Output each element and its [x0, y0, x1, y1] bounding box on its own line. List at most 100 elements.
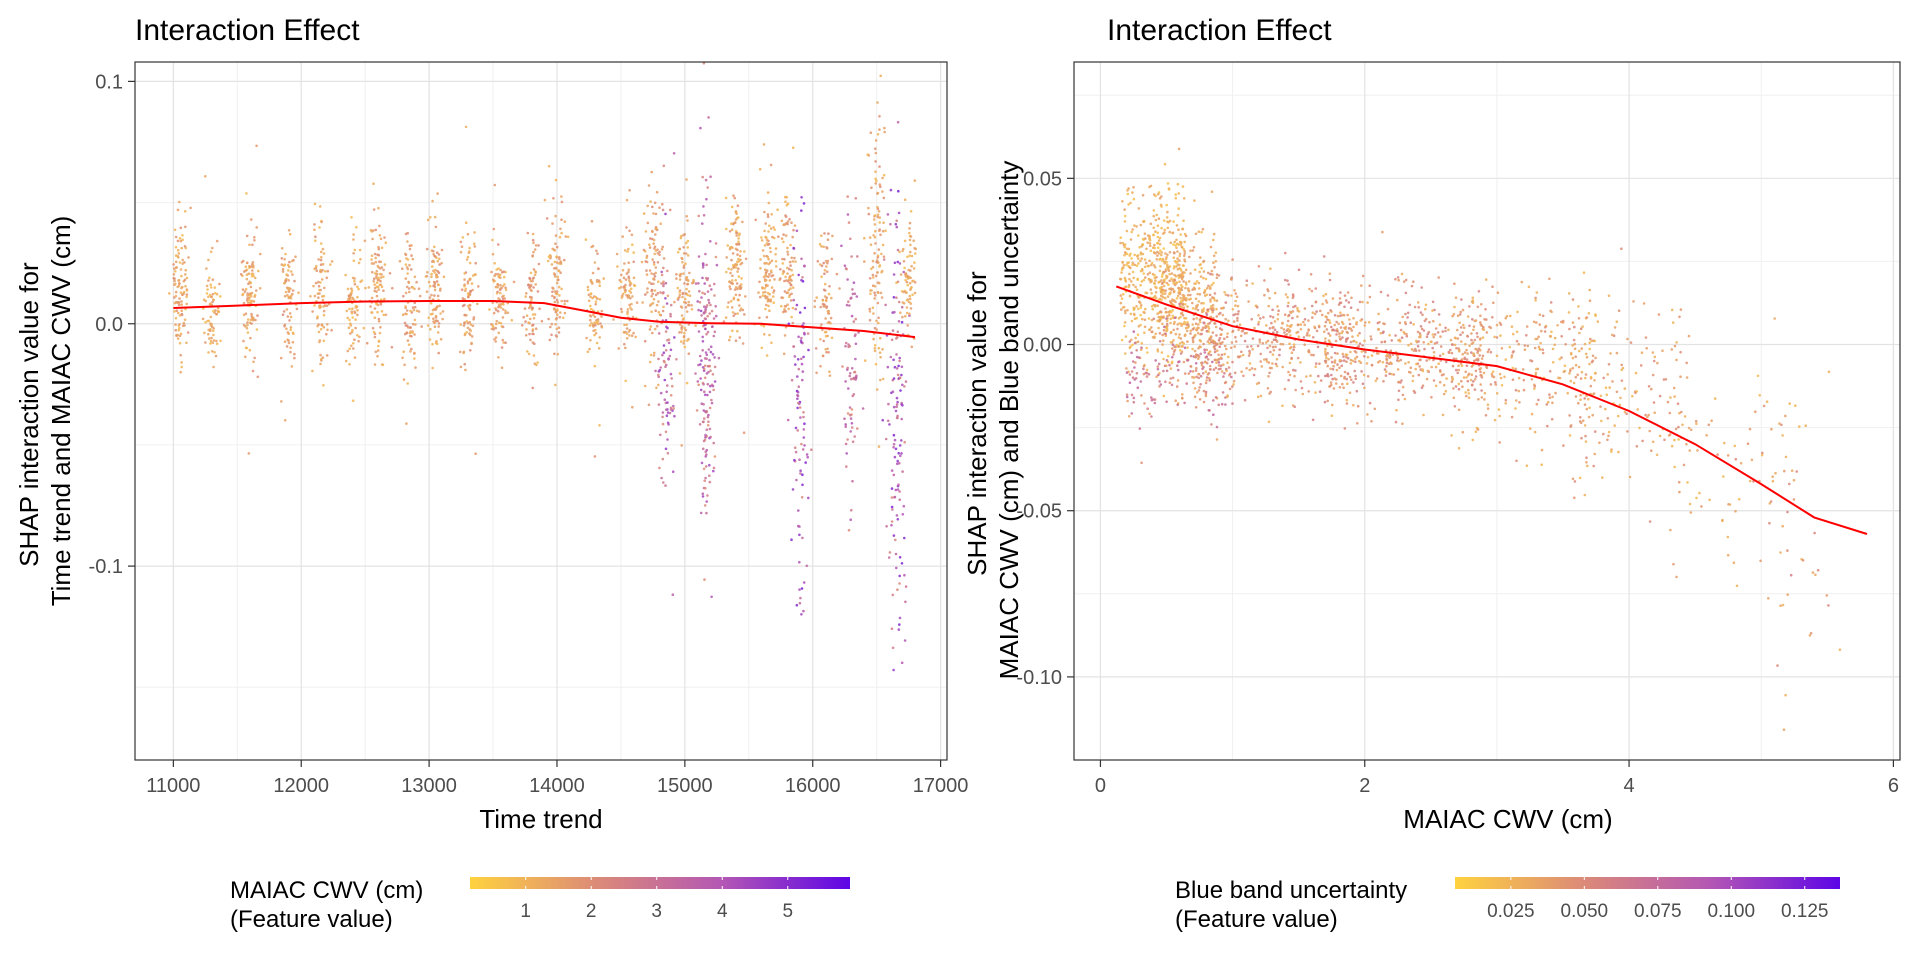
- scatter-point: [1230, 347, 1233, 350]
- scatter-point: [1215, 260, 1218, 263]
- scatter-point: [470, 330, 473, 333]
- scatter-point: [705, 333, 708, 336]
- scatter-point: [414, 276, 417, 279]
- scatter-point: [705, 179, 708, 182]
- scatter-point: [1160, 279, 1163, 282]
- scatter-point: [1169, 251, 1172, 254]
- scatter-point: [1152, 273, 1155, 276]
- scatter-point: [612, 318, 615, 321]
- scatter-point: [297, 291, 300, 294]
- scatter-point: [1186, 346, 1189, 349]
- scatter-point: [556, 299, 559, 302]
- scatter-point: [1154, 398, 1157, 401]
- scatter-point: [763, 230, 766, 233]
- scatter-point: [731, 279, 734, 282]
- scatter-point: [321, 324, 324, 327]
- scatter-point: [891, 339, 894, 342]
- scatter-point: [1345, 378, 1348, 381]
- scatter-point: [1588, 407, 1591, 410]
- scatter-point: [1458, 388, 1461, 391]
- scatter-point: [492, 253, 495, 256]
- scatter-point: [331, 260, 334, 263]
- scatter-point: [1336, 352, 1339, 355]
- scatter-point: [1131, 412, 1134, 415]
- scatter-point: [1447, 329, 1450, 332]
- scatter-point: [775, 260, 778, 263]
- scatter-point: [531, 307, 534, 310]
- scatter-point: [911, 255, 914, 258]
- scatter-point: [207, 329, 210, 332]
- scatter-point: [882, 221, 885, 224]
- scatter-point: [662, 411, 665, 414]
- scatter-point: [1183, 197, 1186, 200]
- scatter-point: [1231, 385, 1234, 388]
- scatter-point: [1491, 285, 1494, 288]
- scatter-point: [597, 268, 600, 271]
- scatter-point: [1537, 399, 1540, 402]
- scatter-point: [1214, 322, 1217, 325]
- scatter-point: [1262, 316, 1265, 319]
- scatter-point: [532, 324, 535, 327]
- scatter-point: [292, 333, 295, 336]
- scatter-point: [405, 277, 408, 280]
- scatter-point: [1382, 332, 1385, 335]
- scatter-point: [1216, 315, 1219, 318]
- scatter-point: [413, 333, 416, 336]
- scatter-point: [1386, 362, 1389, 365]
- scatter-point: [661, 248, 664, 251]
- scatter-point: [892, 647, 895, 650]
- scatter-point: [203, 332, 206, 335]
- scatter-point: [710, 399, 713, 402]
- scatter-point: [1205, 393, 1208, 396]
- scatter-point: [1233, 345, 1236, 348]
- scatter-point: [1550, 301, 1553, 304]
- scatter-point: [705, 512, 708, 515]
- scatter-point: [882, 230, 885, 233]
- scatter-point: [1169, 242, 1172, 245]
- scatter-point: [1227, 319, 1230, 322]
- scatter-point: [322, 356, 325, 359]
- scatter-point: [1197, 309, 1200, 312]
- scatter-point: [1395, 421, 1398, 424]
- scatter-point: [1267, 375, 1270, 378]
- scatter-point: [787, 202, 790, 205]
- scatter-point: [849, 430, 852, 433]
- scatter-point: [1181, 393, 1184, 396]
- scatter-point: [1146, 375, 1149, 378]
- scatter-point: [688, 352, 691, 355]
- scatter-point: [701, 277, 704, 280]
- scatter-point: [823, 232, 826, 235]
- scatter-point: [1250, 345, 1253, 348]
- scatter-point: [1280, 327, 1283, 330]
- scatter-point: [1149, 242, 1152, 245]
- scatter-point: [179, 371, 182, 374]
- scatter-point: [1166, 266, 1169, 269]
- scatter-point: [1147, 234, 1150, 237]
- scatter-point: [184, 285, 187, 288]
- scatter-point: [245, 288, 248, 291]
- scatter-point: [1120, 294, 1123, 297]
- scatter-point: [913, 267, 916, 270]
- scatter-point: [878, 228, 881, 231]
- scatter-point: [435, 226, 438, 229]
- scatter-point: [1138, 300, 1141, 303]
- scatter-point: [659, 222, 662, 225]
- scatter-point: [623, 277, 626, 280]
- scatter-point: [901, 562, 904, 565]
- scatter-point: [189, 207, 192, 210]
- scatter-point: [1160, 254, 1163, 257]
- scatter-point: [680, 237, 683, 240]
- scatter-point: [652, 212, 655, 215]
- scatter-point: [631, 243, 634, 246]
- scatter-point: [661, 354, 664, 357]
- scatter-point: [1212, 261, 1215, 264]
- scatter-point: [1263, 294, 1266, 297]
- scatter-point: [1472, 299, 1475, 302]
- scatter-point: [1589, 299, 1592, 302]
- scatter-point: [707, 420, 710, 423]
- scatter-point: [591, 220, 594, 223]
- scatter-point: [1403, 280, 1406, 283]
- scatter-point: [701, 462, 704, 465]
- scatter-point: [729, 272, 732, 275]
